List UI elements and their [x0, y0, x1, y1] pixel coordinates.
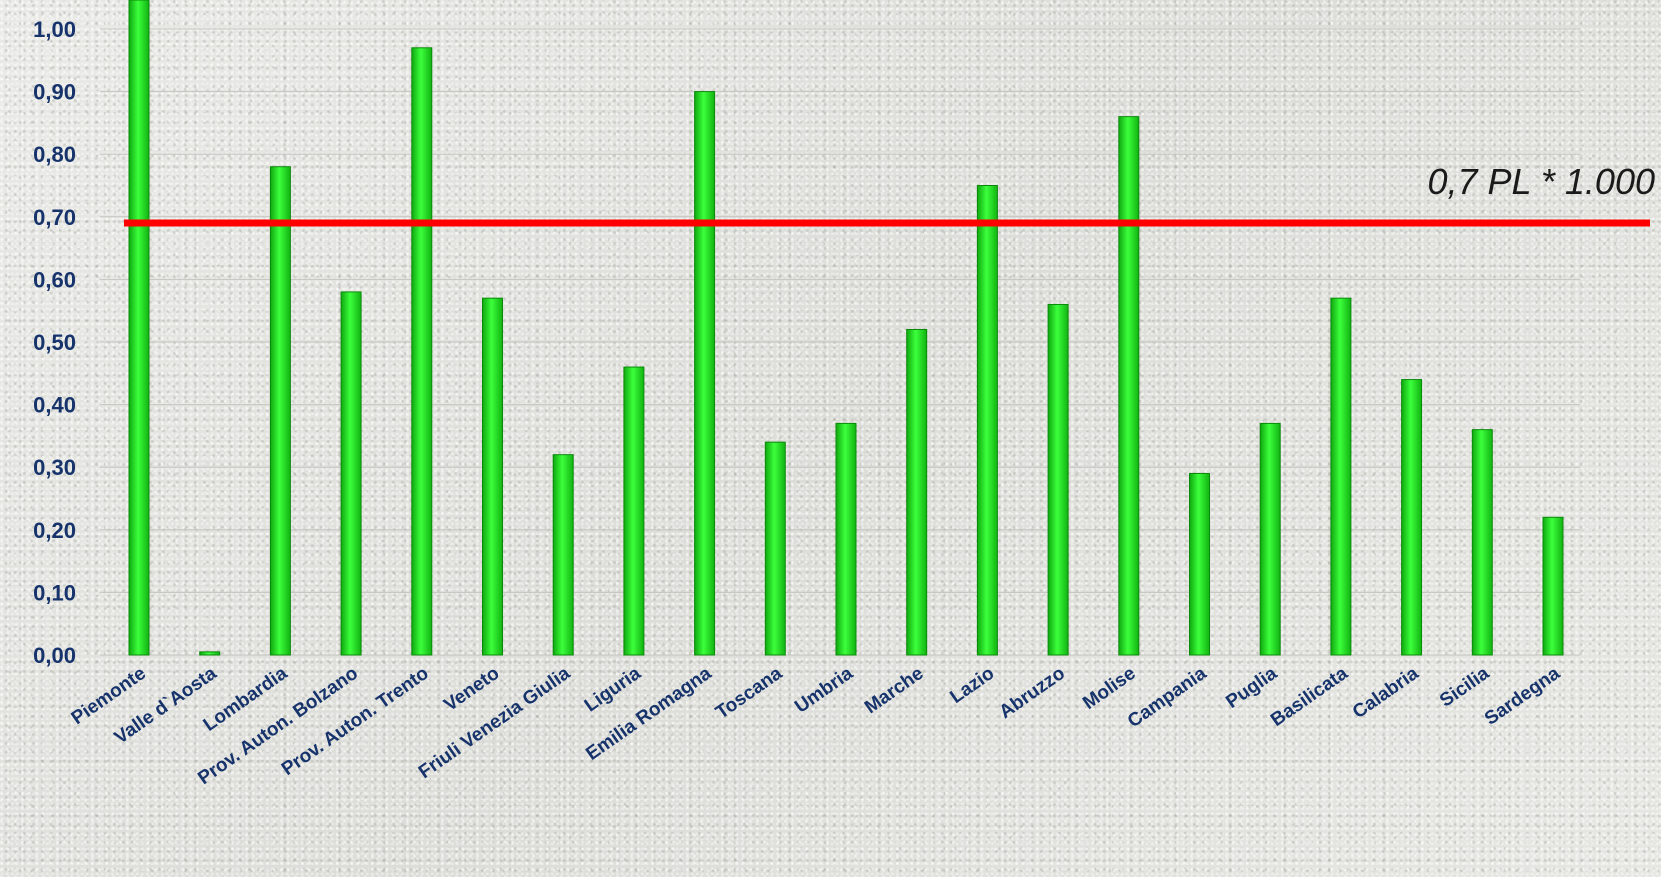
bar: [411, 47, 433, 656]
x-tick-label: Toscana: [712, 663, 786, 724]
y-tick-label: 0,10: [33, 580, 76, 605]
bar: [552, 454, 574, 656]
bar: [482, 297, 503, 656]
x-tick-label: Puglia: [1222, 663, 1281, 713]
y-tick-label: 0,20: [33, 518, 76, 543]
x-tick-label: Veneto: [440, 663, 503, 716]
x-tick-label: Sicilia: [1436, 663, 1493, 712]
bar: [835, 422, 857, 656]
bar: [694, 91, 716, 656]
bar: [976, 185, 998, 656]
x-tick-label: Basilicata: [1267, 663, 1352, 731]
y-tick-label: 0,70: [33, 205, 76, 230]
x-tick-label: Molise: [1079, 663, 1139, 714]
bar: [1542, 516, 1564, 656]
bars: [128, 0, 1564, 656]
x-tick-label: Calabria: [1349, 663, 1423, 723]
bar: [199, 651, 221, 656]
x-tick-label: Sardegna: [1481, 663, 1564, 730]
x-tick-label: Umbria: [791, 663, 857, 718]
y-tick-label: 0,00: [33, 643, 76, 668]
y-tick-label: 0,60: [33, 267, 76, 292]
bar: [1118, 116, 1140, 656]
bar: [623, 366, 645, 656]
bar: [1047, 303, 1069, 656]
bar: [1330, 297, 1352, 656]
x-tick-label: Liguria: [581, 663, 645, 717]
x-tick-label: Abruzzo: [996, 663, 1069, 723]
bar: [906, 328, 928, 656]
bar: [128, 0, 150, 656]
bar: [1401, 379, 1423, 656]
y-tick-label: 0,80: [33, 142, 76, 167]
x-tick-label: Lazio: [946, 663, 998, 708]
bar: [340, 291, 362, 656]
y-axis: 0,00 0,10 0,20 0,30 0,40 0,50 0,60 0,70 0,80 0,90…: [33, 17, 76, 668]
x-tick-label: Emilia Romagna: [582, 663, 715, 765]
x-tick-label: Marche: [861, 663, 928, 718]
y-tick-label: 0,90: [33, 80, 76, 105]
bar: [1471, 429, 1493, 656]
bar: [269, 166, 291, 656]
bar: [764, 441, 786, 656]
bar: [1259, 422, 1281, 656]
x-tick-label: Campania: [1124, 663, 1211, 733]
y-tick-label: 0,30: [33, 455, 76, 480]
threshold-label: 0,7 PL * 1.000: [1427, 161, 1655, 202]
bar: [1189, 472, 1210, 656]
y-tick-label: 1,00: [33, 17, 76, 42]
y-tick-label: 0,40: [33, 393, 76, 418]
y-tick-label: 0,50: [33, 330, 76, 355]
